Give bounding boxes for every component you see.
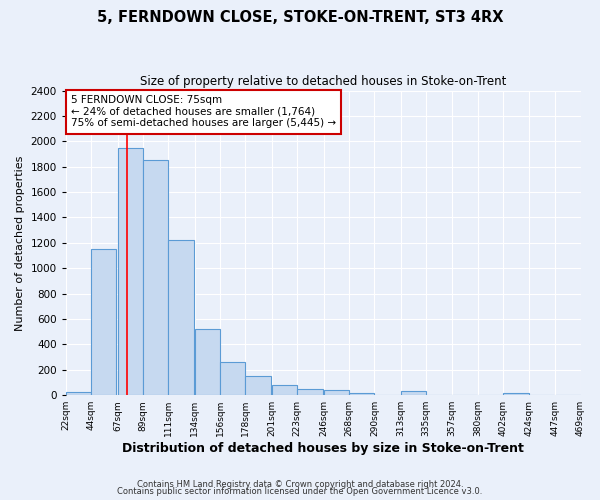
Title: Size of property relative to detached houses in Stoke-on-Trent: Size of property relative to detached ho…	[140, 75, 506, 88]
Bar	[195, 328, 220, 395]
Bar	[349, 394, 374, 395]
Bar	[426, 394, 452, 395]
Bar	[169, 240, 194, 395]
Bar	[555, 394, 581, 395]
Bar	[503, 392, 529, 395]
Text: Contains HM Land Registry data © Crown copyright and database right 2024.: Contains HM Land Registry data © Crown c…	[137, 480, 463, 489]
Bar	[452, 394, 477, 395]
Bar	[66, 392, 91, 395]
Bar	[272, 385, 297, 395]
Bar	[143, 160, 169, 395]
Bar	[118, 148, 143, 395]
Text: Contains public sector information licensed under the Open Government Licence v3: Contains public sector information licen…	[118, 487, 482, 496]
Bar	[220, 362, 245, 395]
Bar	[529, 394, 554, 395]
Bar	[297, 389, 323, 395]
Text: 5 FERNDOWN CLOSE: 75sqm
← 24% of detached houses are smaller (1,764)
75% of semi: 5 FERNDOWN CLOSE: 75sqm ← 24% of detache…	[71, 95, 336, 128]
Text: 5, FERNDOWN CLOSE, STOKE-ON-TRENT, ST3 4RX: 5, FERNDOWN CLOSE, STOKE-ON-TRENT, ST3 4…	[97, 10, 503, 25]
Bar	[401, 392, 426, 395]
Bar	[374, 394, 400, 395]
X-axis label: Distribution of detached houses by size in Stoke-on-Trent: Distribution of detached houses by size …	[122, 442, 524, 455]
Bar	[324, 390, 349, 395]
Bar	[245, 376, 271, 395]
Y-axis label: Number of detached properties: Number of detached properties	[15, 155, 25, 330]
Bar	[91, 249, 116, 395]
